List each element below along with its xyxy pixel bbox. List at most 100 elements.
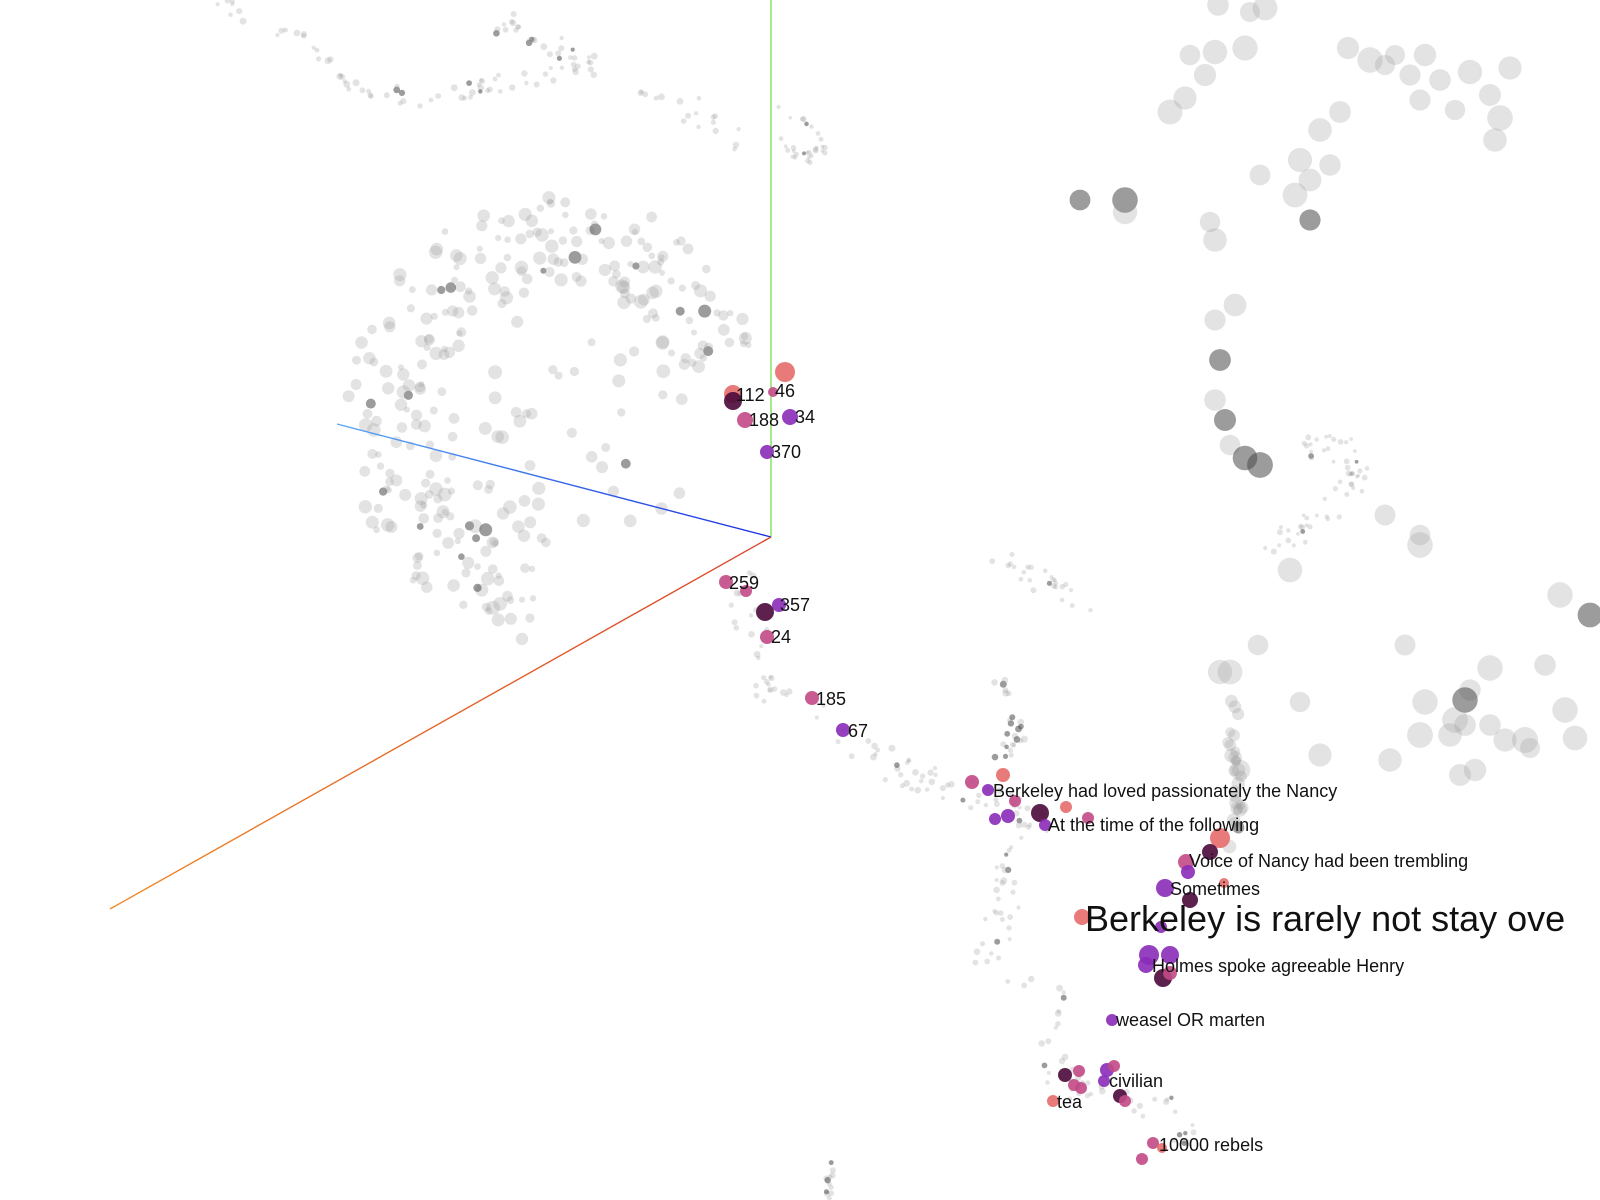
background-point [513, 27, 519, 33]
background-point [1207, 0, 1229, 16]
highlighted-point[interactable] [1058, 1068, 1072, 1082]
label-sometimes: Sometimes [1170, 879, 1260, 899]
highlighted-points[interactable] [719, 362, 1230, 1165]
background-point [1344, 491, 1350, 497]
background-point [1300, 529, 1306, 534]
highlighted-point[interactable] [1060, 801, 1072, 813]
background-point [989, 951, 994, 956]
background-point [458, 553, 465, 560]
background-point [402, 379, 416, 392]
background-point [1230, 746, 1241, 757]
highlighted-point[interactable] [760, 630, 774, 644]
background-point [704, 290, 716, 302]
highlighted-point[interactable] [760, 445, 774, 459]
highlighted-point[interactable] [1138, 957, 1154, 973]
highlighted-point[interactable] [782, 409, 798, 425]
background-point [456, 327, 467, 338]
background-point [1063, 581, 1069, 588]
highlighted-point[interactable] [1156, 879, 1174, 897]
highlighted-point[interactable] [1047, 1095, 1059, 1107]
highlighted-point[interactable] [724, 392, 742, 410]
background-point [1374, 504, 1396, 526]
background-point [301, 33, 307, 39]
background-point [939, 785, 946, 792]
highlighted-point[interactable] [1210, 828, 1230, 848]
highlighted-point[interactable] [1136, 1153, 1148, 1165]
background-point [425, 440, 435, 449]
background-point [738, 331, 752, 345]
background-point [424, 490, 434, 499]
background-point [780, 689, 787, 696]
background-point [823, 1189, 830, 1195]
highlighted-point[interactable] [756, 603, 774, 621]
highlighted-point[interactable] [1163, 966, 1177, 980]
background-point [429, 482, 443, 496]
highlighted-point[interactable] [1155, 921, 1167, 933]
background-point [358, 500, 372, 514]
background-point [894, 762, 900, 768]
highlighted-point[interactable] [737, 412, 753, 428]
background-point [1304, 443, 1310, 449]
highlighted-point[interactable] [1157, 1143, 1167, 1153]
background-point [713, 309, 721, 317]
highlighted-point[interactable] [1182, 892, 1198, 908]
highlighted-point[interactable] [1181, 865, 1195, 879]
highlighted-point[interactable] [1073, 1065, 1085, 1077]
highlighted-point[interactable] [1219, 878, 1229, 888]
highlighted-point[interactable] [1119, 1095, 1131, 1107]
background-point [472, 480, 483, 491]
highlighted-point[interactable] [996, 768, 1010, 782]
highlighted-point[interactable] [1147, 1137, 1159, 1149]
highlighted-point[interactable] [982, 784, 994, 796]
background-point [533, 251, 547, 265]
highlighted-point[interactable] [836, 723, 850, 737]
background-point [424, 334, 434, 344]
highlighted-point[interactable] [1001, 809, 1015, 823]
background-point [414, 381, 426, 393]
background-point [398, 364, 404, 371]
highlighted-point[interactable] [1098, 1075, 1110, 1087]
highlighted-point[interactable] [1039, 819, 1051, 831]
background-point [1004, 744, 1009, 750]
background-point [1452, 687, 1478, 713]
highlighted-point[interactable] [805, 691, 819, 705]
highlighted-point[interactable] [1161, 946, 1179, 964]
highlighted-point[interactable] [1202, 844, 1218, 860]
highlighted-point[interactable] [1108, 1060, 1120, 1072]
background-point [343, 80, 351, 88]
background-point [1321, 448, 1327, 453]
background-point [1247, 634, 1269, 656]
label-357: 357 [780, 595, 810, 615]
background-point [385, 468, 395, 479]
background-point [1204, 309, 1226, 331]
background-point [559, 65, 565, 71]
highlighted-point[interactable] [989, 813, 1001, 825]
highlighted-point[interactable] [1075, 1082, 1087, 1094]
background-point [509, 19, 517, 27]
highlighted-point[interactable] [740, 585, 752, 597]
background-point [768, 675, 775, 682]
background-point [800, 116, 806, 122]
background-point [694, 111, 699, 116]
background-point [1027, 822, 1033, 828]
highlighted-point[interactable] [768, 387, 778, 397]
highlighted-point[interactable] [1031, 804, 1049, 822]
highlighted-point[interactable] [1009, 795, 1021, 807]
background-point [1331, 436, 1337, 442]
background-point [459, 600, 468, 609]
background-point [365, 398, 376, 409]
highlighted-point[interactable] [1074, 909, 1090, 925]
highlighted-point[interactable] [1106, 1014, 1118, 1026]
background-point [1088, 608, 1093, 613]
highlighted-point[interactable] [719, 575, 733, 589]
highlighted-point[interactable] [1082, 812, 1094, 824]
background-point [1277, 557, 1303, 583]
highlighted-point[interactable] [772, 598, 786, 612]
highlighted-point[interactable] [775, 362, 795, 382]
highlighted-point[interactable] [965, 775, 979, 789]
background-point [637, 237, 646, 246]
background-point [414, 551, 424, 561]
background-point [1354, 459, 1359, 464]
